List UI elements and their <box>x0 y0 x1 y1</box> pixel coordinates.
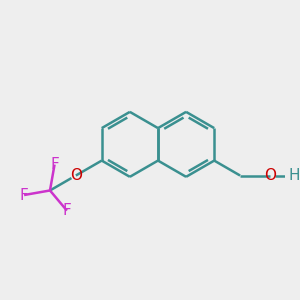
Text: O: O <box>70 168 82 183</box>
Text: F: F <box>62 203 71 218</box>
Text: O: O <box>264 168 276 183</box>
Text: F: F <box>20 188 28 202</box>
Text: F: F <box>50 157 59 172</box>
Text: H: H <box>288 168 299 183</box>
